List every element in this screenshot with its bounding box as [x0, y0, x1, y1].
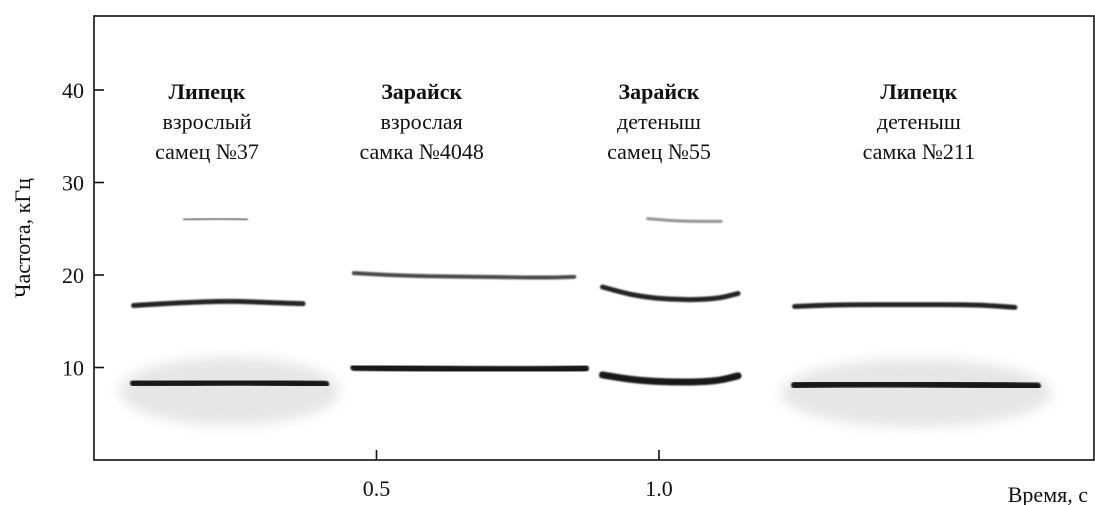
y-axis-label: Частота, кГц: [10, 178, 35, 298]
plot-frame: [93, 15, 1095, 461]
background-noise: [119, 357, 1052, 428]
call-caption-line3: самка №4048: [360, 139, 484, 164]
harmonic-band-harmonic: [599, 284, 741, 303]
call-caption-place: Зарайск: [381, 79, 462, 104]
harmonic-band-fundamental: [350, 364, 590, 373]
y-tick-label: 20: [62, 263, 84, 288]
call-caption-line2: детеныш: [877, 109, 961, 134]
x-axis-label: Время, с: [1008, 482, 1088, 505]
call-caption-place: Липецк: [169, 79, 246, 104]
harmonic-band-harmonic_faint: [182, 217, 249, 221]
harmonic-band-harmonic: [131, 298, 306, 309]
harmonic-band-fundamental: [598, 371, 742, 386]
call-caption-line3: самец №37: [155, 139, 259, 164]
call-caption-line2: взрослый: [163, 109, 252, 134]
harmonic-band-harmonic_faint: [646, 217, 723, 223]
y-tick-label: 10: [62, 356, 84, 381]
y-tick-label: 40: [62, 78, 84, 103]
call-caption-place: Липецк: [880, 79, 957, 104]
noise-patch: [119, 357, 340, 426]
harmonic-band-harmonic: [792, 302, 1018, 310]
call-caption-line2: взрослая: [381, 109, 463, 134]
x-tick-label: 1.0: [645, 476, 673, 501]
y-tick-label: 30: [62, 171, 84, 196]
harmonic-band-fundamental: [130, 379, 330, 388]
x-tick-label: 0.5: [363, 476, 391, 501]
axis-ticks: 10 20 30 40 0.5 1.0: [62, 78, 673, 501]
call-caption-line2: детеныш: [617, 109, 701, 134]
call-caption-line3: самец №55: [607, 139, 711, 164]
harmonic-band-fundamental: [791, 380, 1041, 390]
call-caption-line3: самка №211: [863, 139, 976, 164]
call-captions: Липецк взрослый самец №37 Зарайск взрослая са…: [155, 79, 975, 164]
harmonic-band-harmonic_medium: [351, 271, 577, 280]
noise-patch: [780, 359, 1052, 428]
harmonic-bands: [130, 217, 1041, 390]
call-caption-place: Зарайск: [618, 79, 699, 104]
